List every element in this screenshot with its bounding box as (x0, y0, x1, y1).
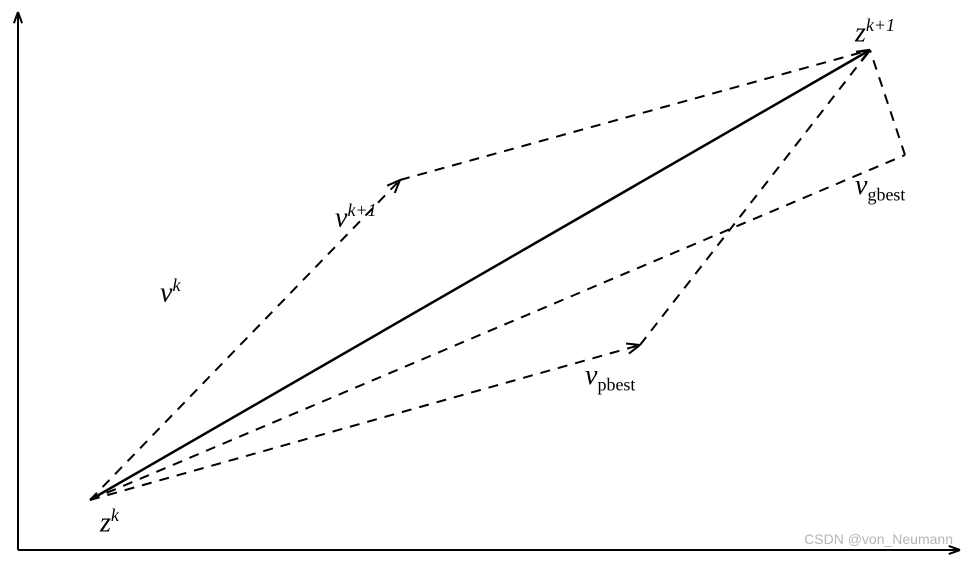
label-zk1-sup: k+1 (866, 15, 895, 35)
watermark: CSDN @von_Neumann (804, 531, 953, 547)
label-zk: zk (100, 505, 119, 539)
label-vgbest-sub: gbest (867, 185, 905, 205)
label-vk-sup: k (172, 275, 180, 295)
label-vpbest-sub: pbest (597, 375, 635, 395)
label-vk1: vk+1 (335, 200, 377, 234)
label-vk1-sup: k+1 (347, 200, 376, 220)
label-zk-sup: k (111, 505, 119, 525)
label-vgbest: vgbest (855, 170, 905, 206)
label-vgbest-base: v (855, 170, 867, 201)
label-zk1-base: z (855, 17, 866, 48)
label-vk1-base: v (335, 202, 347, 233)
label-vk: vk (160, 275, 180, 309)
pso-velocity-diagram (0, 0, 973, 567)
label-vk-base: v (160, 277, 172, 308)
label-vpbest-base: v (585, 360, 597, 391)
label-zk-base: z (100, 507, 111, 538)
label-zk1: zk+1 (855, 15, 895, 49)
label-vpbest: vpbest (585, 360, 635, 396)
